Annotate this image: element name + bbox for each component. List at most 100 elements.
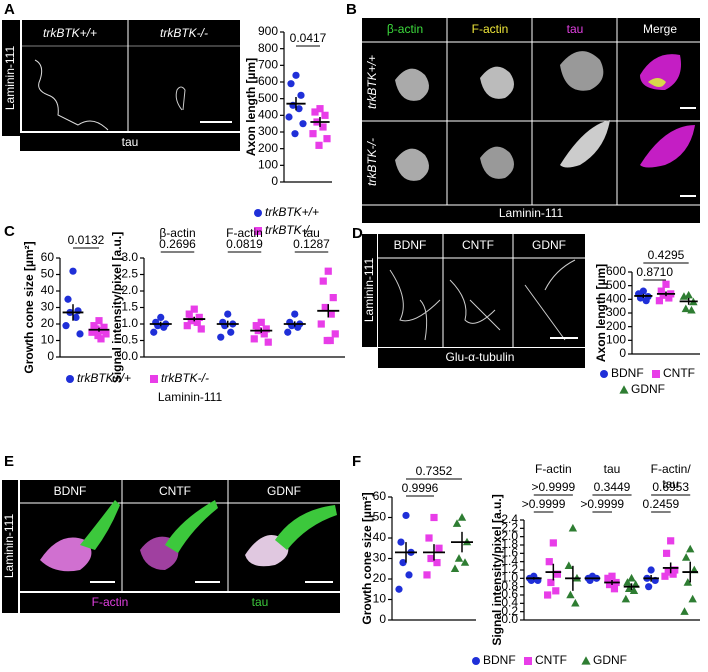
data-point: [623, 578, 632, 586]
y-tick-label: 2.4: [501, 512, 518, 526]
stain-label: F-actin: [92, 595, 129, 609]
legend-label: CNTF: [663, 366, 695, 380]
category-label: F-actin: [535, 462, 572, 476]
data-point: [257, 318, 265, 326]
y-tick-label: 2.5: [121, 267, 138, 281]
data-point: [319, 277, 327, 285]
data-point: [683, 578, 692, 586]
legend-marker: [524, 657, 532, 665]
data-point: [316, 105, 324, 113]
y-tick-label: 600: [606, 264, 626, 278]
row-label: trkBTK-/-: [365, 138, 379, 186]
y-tick-label: 50: [41, 267, 55, 281]
y-tick-label: 1.8: [501, 537, 518, 551]
y-axis-label: Growth cone size [µm²]: [22, 241, 36, 373]
data-point: [321, 111, 329, 119]
data-point: [425, 534, 433, 542]
y-tick-label: 500: [606, 278, 626, 292]
data-point: [284, 328, 292, 336]
data-point: [460, 558, 470, 566]
data-point: [297, 91, 305, 99]
y-tick-label: 200: [258, 141, 278, 155]
row-label: Laminin-111: [362, 258, 376, 323]
panel-letter: B: [346, 1, 357, 18]
legend-label: trkBTK+/+: [77, 371, 131, 385]
column-label: trkBTK-/-: [160, 26, 208, 40]
data-point: [450, 564, 460, 572]
legend-marker: [66, 375, 74, 383]
data-point: [604, 574, 612, 582]
column-label: CNTF: [462, 238, 494, 252]
data-point: [553, 570, 562, 578]
data-point: [97, 335, 105, 343]
data-point: [323, 135, 331, 143]
y-tick-label: 0.4: [501, 596, 518, 610]
y-tick-label: 0.2: [501, 604, 518, 618]
y-tick-label: 2.2: [501, 521, 518, 535]
legend-marker: [581, 656, 591, 665]
y-tick-label: 1.4: [501, 554, 518, 568]
data-point: [662, 549, 671, 557]
data-point: [324, 267, 332, 275]
data-point: [669, 570, 677, 578]
data-point: [571, 598, 580, 607]
p-value: 0.4295: [648, 248, 685, 262]
y-tick-label: 800: [258, 41, 278, 55]
category-label: tau: [303, 226, 320, 240]
micrograph-e: [2, 480, 340, 613]
column-label: trkBTK+/+: [43, 26, 97, 40]
data-point: [547, 578, 555, 587]
data-point: [309, 130, 317, 138]
data-point: [321, 303, 329, 312]
data-point: [185, 310, 193, 318]
y-tick-label: 600: [258, 74, 278, 88]
y-tick-label: 40: [373, 530, 387, 544]
data-point: [395, 585, 403, 593]
row-label: trkBTK+/+: [365, 55, 379, 109]
data-point: [88, 328, 96, 336]
data-point: [665, 294, 673, 302]
data-point: [647, 566, 655, 574]
data-point: [311, 108, 319, 116]
y-tick-label: 0: [47, 349, 54, 363]
column-label: GDNF: [532, 238, 566, 252]
p-value: 0.0819: [226, 237, 263, 251]
data-point: [549, 539, 557, 547]
y-tick-label: 100: [606, 333, 626, 347]
data-point: [627, 573, 636, 582]
data-point: [435, 544, 443, 552]
data-point: [454, 554, 464, 562]
y-axis-label: Signal intensity/pixel [a.u.]: [490, 494, 504, 645]
y-tick-label: 1.0: [501, 571, 518, 585]
y-axis-label: Growth cone size [µm²]: [360, 492, 374, 624]
y-axis-label: Signal intensity/pixel [a.u.]: [110, 232, 124, 383]
data-point: [329, 294, 337, 302]
column-label: GDNF: [267, 484, 301, 498]
stain-label: tau: [252, 595, 269, 609]
data-point: [157, 313, 165, 321]
legend-label: BDNF: [611, 366, 644, 380]
stain-label: tau: [122, 135, 139, 149]
data-point: [319, 123, 327, 131]
y-tick-label: 400: [606, 292, 626, 306]
data-point: [64, 295, 72, 303]
data-point: [610, 585, 619, 593]
p-value: 0.1287: [293, 237, 330, 251]
panel-letter: A: [4, 1, 15, 18]
y-tick-label: 0.0: [501, 612, 518, 626]
data-point: [76, 330, 84, 338]
data-point: [545, 558, 553, 566]
p-value: 0.6953: [652, 480, 689, 494]
data-point: [662, 280, 670, 288]
data-point: [687, 305, 696, 314]
data-point: [642, 297, 650, 305]
data-point: [430, 513, 438, 522]
micrograph-a: [2, 20, 240, 151]
x-axis-label: Laminin-111: [158, 390, 223, 404]
y-tick-label: 3.0: [121, 250, 138, 264]
data-point: [405, 571, 413, 579]
p-value: 0.2459: [643, 497, 680, 511]
data-point: [423, 571, 431, 579]
y-tick-label: 60: [373, 489, 387, 503]
legend-marker: [600, 370, 608, 378]
